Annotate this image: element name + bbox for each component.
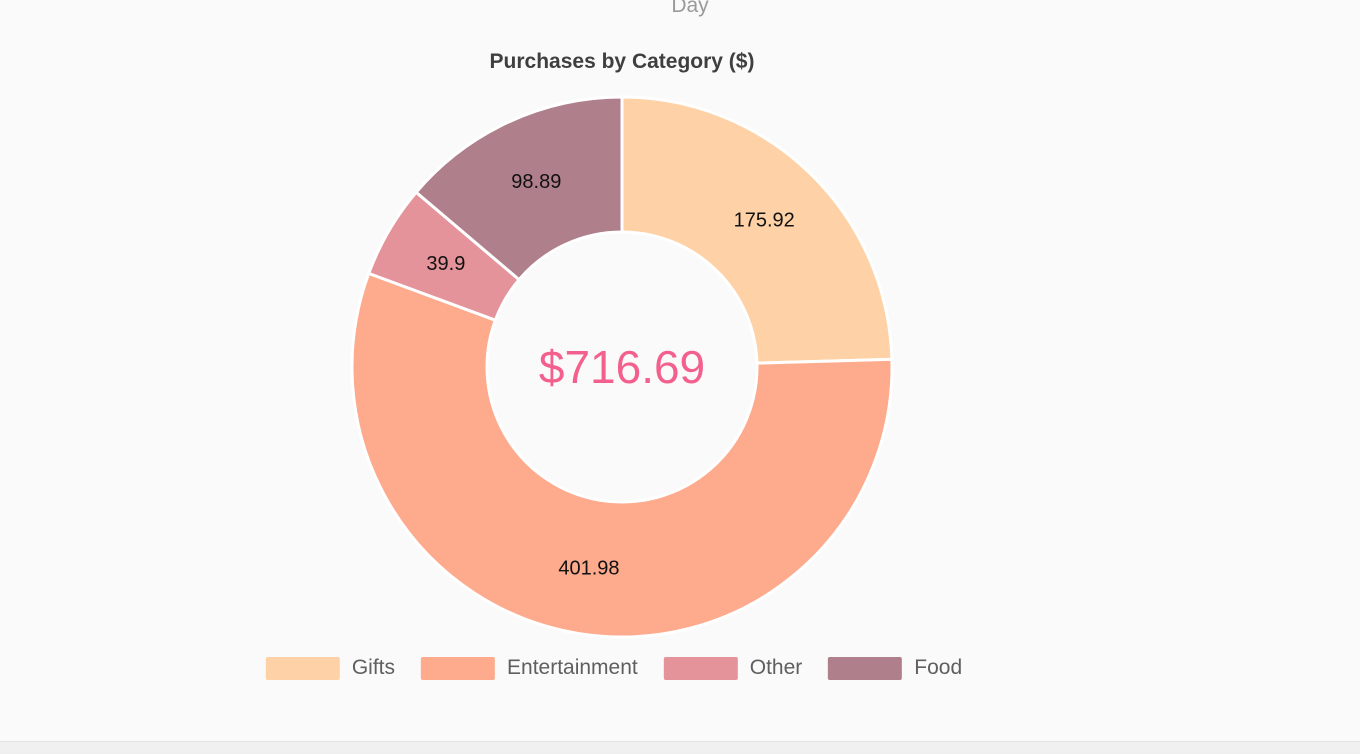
day-toggle-label[interactable]: Day [671,0,709,17]
center-total: $716.69 [539,341,705,393]
slice-value-label-gifts: 175.92 [734,210,795,232]
legend-item-gifts[interactable]: Gifts [265,656,396,680]
slice-labels: 175.92 401.98 39.9 98.89 [426,171,794,579]
legend-item-food[interactable]: Food [828,656,962,680]
legend-label: Gifts [351,656,396,679]
legend-swatch-gifts [265,656,340,680]
slice-value-label-other: 39.9 [426,253,465,275]
legend-swatch-food [828,656,903,680]
slice-value-label-food: 98.89 [511,171,561,193]
legend-label: Other [749,656,803,679]
legend-label: Entertainment [507,656,638,679]
bottom-edge [0,741,1360,754]
chart-title: Purchases by Category ($) [489,50,755,73]
legend-item-other[interactable]: Other [663,656,803,680]
donut-slice-entertainment[interactable] [350,271,894,639]
legend-label: Food [914,656,963,679]
donut-slices [350,95,894,639]
donut-chart: 175.92 401.98 39.9 98.89 $716.69 [350,95,894,639]
legend: Gifts Entertainment Other Food [265,656,962,680]
slice-value-label-entertainment: 401.98 [558,557,619,579]
legend-item-entertainment[interactable]: Entertainment [421,656,638,680]
donut-slice-gifts[interactable] [620,95,894,365]
legend-swatch-entertainment [421,656,496,680]
donut-slice-food[interactable] [414,95,624,282]
legend-swatch-other [663,656,738,680]
